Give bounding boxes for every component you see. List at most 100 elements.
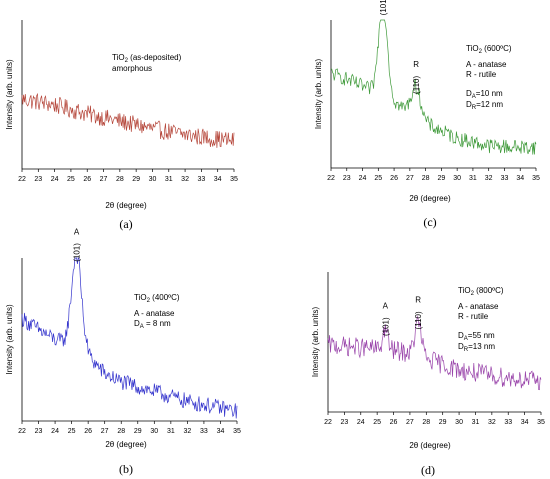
x-tick-label: 29 [134, 428, 142, 435]
x-tick-label: 22 [327, 175, 335, 182]
x-tick-label: 30 [150, 428, 158, 435]
y-axis-title: Intensity (arb. units) [5, 304, 14, 375]
x-tick-label: 30 [455, 419, 463, 426]
x-tick-label: 31 [167, 428, 175, 435]
x-axis-title: 2θ (degree) [105, 201, 147, 210]
panel-b: 22 23 24 25 26 27 28 29 30 31 32 33 34 35 2θ (degree) I… [5, 227, 241, 476]
peak-hkl-label: (101) [73, 243, 82, 262]
x-tick-label: 24 [51, 428, 59, 435]
x-tick-label: 25 [374, 175, 382, 182]
x-tick-label: 31 [472, 419, 480, 426]
sample-title: TiO2 (600ºC) [466, 44, 512, 55]
panel-label-c: (c) [423, 215, 436, 229]
panel-label-b: (b) [119, 462, 133, 476]
x-tick-label: 29 [437, 175, 445, 182]
peak-hkl-label: (101) [381, 317, 390, 336]
x-tick-label: 27 [406, 175, 414, 182]
panel-label-d: (d) [421, 463, 435, 477]
x-tick-label: 33 [200, 428, 208, 435]
x-tick-label: 22 [18, 176, 26, 183]
crystallite-size: DA=10 nm [466, 89, 503, 100]
x-tick-label: 22 [324, 419, 332, 426]
x-tick-label: 28 [422, 419, 430, 426]
x-tick-label: 28 [117, 428, 125, 435]
series-line-d [327, 315, 542, 391]
peak-phase-label: R [415, 295, 421, 304]
x-tick-label: 32 [183, 428, 191, 435]
x-tick-label: 23 [343, 175, 351, 182]
x-tick-label: 33 [504, 419, 512, 426]
x-tick-label: 24 [359, 175, 367, 182]
peak-phase-label: R [413, 60, 419, 69]
series-line-a [21, 92, 235, 148]
crystallite-size: DA = 8 nm [134, 319, 171, 330]
x-axis-title: 2θ (degree) [105, 440, 147, 449]
x-tick-label: 35 [537, 419, 545, 426]
x-tick-label: 30 [453, 175, 461, 182]
phase-legend-entry: R - rutile [466, 70, 497, 79]
x-tick-label: 33 [501, 175, 509, 182]
x-tick-label: 26 [83, 176, 91, 183]
x-tick-label: 23 [35, 428, 43, 435]
x-tick-label: 32 [485, 175, 493, 182]
series-line-b [21, 257, 238, 419]
x-tick-label: 23 [340, 419, 348, 426]
y-axis-title: Intensity (arb. units) [314, 59, 323, 130]
peak-hkl-label: (110) [414, 311, 423, 329]
x-tick-label: 27 [100, 176, 108, 183]
x-tick-label: 27 [101, 428, 109, 435]
x-tick-label: 34 [214, 176, 222, 183]
sample-title: TiO2 (as-deposited) [112, 53, 182, 64]
x-tick-label: 27 [406, 419, 414, 426]
x-tick-label: 26 [84, 428, 92, 435]
peak-phase-label: A [383, 302, 389, 311]
x-tick-label: 31 [469, 175, 477, 182]
x-tick-label: 26 [390, 175, 398, 182]
x-tick-label: 24 [51, 176, 59, 183]
x-tick-label: 29 [132, 176, 140, 183]
panel-c: 22 23 24 25 26 27 28 29 30 31 32 33 34 35 2θ (degree) I… [314, 0, 540, 229]
x-tick-label: 26 [390, 419, 398, 426]
panel-label-a: (a) [119, 217, 132, 231]
phase-legend-entry: R - rutile [458, 312, 489, 321]
panel-d: 22 23 24 25 26 27 28 29 30 31 32 33 34 35 2θ (degree) I… [311, 272, 545, 477]
phase-legend-entry: A - anatase [458, 302, 499, 311]
y-axis-title: Intensity (arb. units) [311, 307, 320, 378]
phase-legend-entry: A - anatase [466, 60, 507, 69]
crystallite-size: DA=55 nm [458, 331, 495, 342]
x-axis-title: 2θ (degree) [409, 194, 451, 203]
sample-subtitle: amorphous [112, 64, 152, 73]
x-tick-label: 34 [516, 175, 524, 182]
x-tick-label: 34 [217, 428, 225, 435]
peak-hkl-label: (110) [412, 76, 421, 94]
sample-title: TiO2 (400ºC) [134, 293, 180, 304]
peak-phase-label: A [74, 227, 80, 236]
x-tick-label: 29 [439, 419, 447, 426]
x-tick-label: 35 [532, 175, 540, 182]
phase-legend-entry: A - anatase [134, 309, 175, 318]
crystallite-size: DR=13 nm [458, 342, 495, 353]
crystallite-size: DR=12 nm [466, 100, 503, 111]
x-tick-label: 34 [521, 419, 529, 426]
x-tick-label: 25 [67, 176, 75, 183]
x-tick-label: 32 [488, 419, 496, 426]
x-tick-label: 33 [197, 176, 205, 183]
x-tick-label: 32 [181, 176, 189, 183]
peak-hkl-label: (101) [379, 0, 388, 15]
x-tick-label: 25 [68, 428, 76, 435]
x-tick-label: 28 [422, 175, 430, 182]
x-tick-label: 35 [230, 176, 238, 183]
series-line-c [330, 19, 537, 155]
x-axis-title: 2θ (degree) [409, 441, 451, 450]
x-tick-label: 25 [373, 419, 381, 426]
x-tick-label: 22 [18, 428, 26, 435]
x-tick-label: 24 [357, 419, 365, 426]
y-axis-title: Intensity (arb. units) [5, 59, 14, 130]
x-tick-label: 23 [34, 176, 42, 183]
x-tick-label: 35 [233, 428, 241, 435]
x-tick-label: 28 [116, 176, 124, 183]
x-tick-label: 31 [165, 176, 173, 183]
sample-title: TiO2 (800ºC) [458, 286, 504, 297]
x-tick-label: 30 [149, 176, 157, 183]
